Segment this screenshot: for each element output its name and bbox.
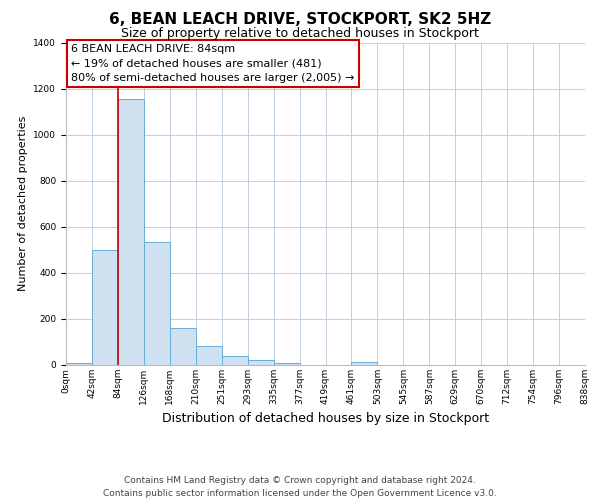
Bar xyxy=(222,356,248,365)
Text: Contains HM Land Registry data © Crown copyright and database right 2024.
Contai: Contains HM Land Registry data © Crown c… xyxy=(103,476,497,498)
Text: 6, BEAN LEACH DRIVE, STOCKPORT, SK2 5HZ: 6, BEAN LEACH DRIVE, STOCKPORT, SK2 5HZ xyxy=(109,12,491,28)
Bar xyxy=(248,360,274,365)
Bar xyxy=(352,362,377,365)
Y-axis label: Number of detached properties: Number of detached properties xyxy=(18,116,28,292)
Bar xyxy=(274,362,299,365)
Bar xyxy=(118,99,144,365)
Bar xyxy=(66,362,92,365)
Text: Size of property relative to detached houses in Stockport: Size of property relative to detached ho… xyxy=(121,28,479,40)
X-axis label: Distribution of detached houses by size in Stockport: Distribution of detached houses by size … xyxy=(162,412,489,426)
Bar xyxy=(196,346,222,365)
Bar xyxy=(92,250,118,365)
Bar xyxy=(144,242,170,365)
Text: 6 BEAN LEACH DRIVE: 84sqm
← 19% of detached houses are smaller (481)
80% of semi: 6 BEAN LEACH DRIVE: 84sqm ← 19% of detac… xyxy=(71,44,355,83)
Bar xyxy=(170,328,196,365)
